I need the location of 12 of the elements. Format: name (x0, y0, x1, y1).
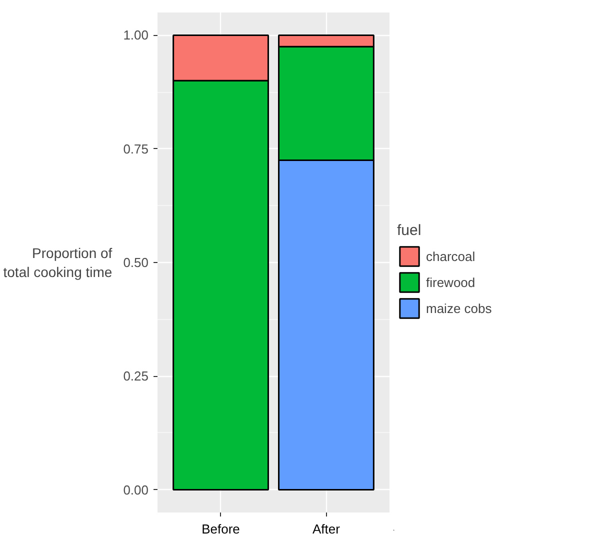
y-tick-label: 0.50 (123, 255, 149, 270)
legend-label: firewood (426, 274, 476, 290)
legend-title: fuel (397, 222, 422, 239)
y-tick-label: 0.25 (123, 368, 149, 384)
legend-label: maize cobs (426, 300, 492, 316)
y-axis-title: Proportion of total cooking time (3, 244, 112, 280)
x-tick-label: Before (202, 522, 240, 536)
legend-label: charcoal (426, 248, 476, 264)
y-tick-label: 0.75 (123, 141, 149, 156)
y-tick-label: 1.00 (123, 28, 149, 43)
x-tick-label: After (312, 522, 341, 536)
y-tick-label: 0.00 (123, 482, 149, 498)
